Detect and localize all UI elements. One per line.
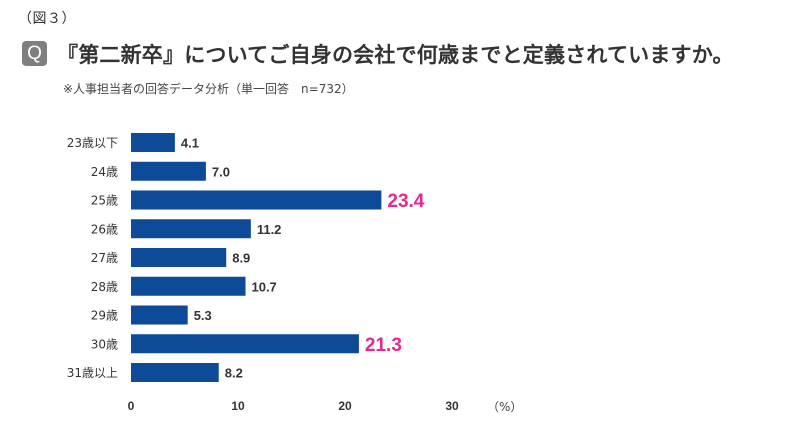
- category-label: 24歳: [91, 165, 118, 179]
- value-label: 8.9: [232, 251, 250, 266]
- category-label: 30歳: [91, 337, 118, 351]
- figure-label: （図３）: [18, 11, 76, 27]
- x-tick-label: 30: [445, 399, 459, 413]
- survey-note: ※人事担当者の回答データ分析（単一回答 n=732）: [63, 82, 354, 96]
- bar: [131, 276, 246, 296]
- value-label-highlight: 21.3: [365, 335, 402, 356]
- value-label: 5.3: [194, 308, 212, 323]
- x-tick-label: 20: [338, 399, 352, 413]
- x-tick-label: 10: [231, 399, 245, 413]
- x-tick-label: 0: [128, 399, 135, 413]
- category-label: 25歳: [91, 194, 118, 208]
- value-label: 4.1: [181, 136, 199, 151]
- value-label: 10.7: [251, 279, 276, 294]
- category-label: 31歳以上: [67, 366, 118, 380]
- bar: [131, 248, 227, 267]
- value-label: 8.2: [225, 366, 243, 381]
- bar: [131, 161, 206, 181]
- bar: [131, 305, 188, 325]
- question-badge: Q: [22, 41, 47, 66]
- bar: [131, 190, 382, 210]
- category-label: 23歳以下: [67, 136, 118, 150]
- category-label: 28歳: [91, 280, 118, 294]
- bar: [131, 133, 175, 152]
- x-axis-unit: （%）: [487, 400, 523, 414]
- bar: [131, 363, 219, 382]
- bar: [131, 219, 251, 239]
- question-title: 『第二新卒』についてご自身の会社で何歳までと定義されていますか。: [57, 43, 734, 67]
- value-label: 11.2: [257, 222, 282, 237]
- category-label: 29歳: [91, 309, 118, 323]
- category-label: 27歳: [91, 251, 118, 265]
- bar: [131, 334, 359, 354]
- value-label: 7.0: [212, 164, 230, 179]
- category-label: 26歳: [91, 222, 118, 236]
- value-label-highlight: 23.4: [387, 191, 424, 212]
